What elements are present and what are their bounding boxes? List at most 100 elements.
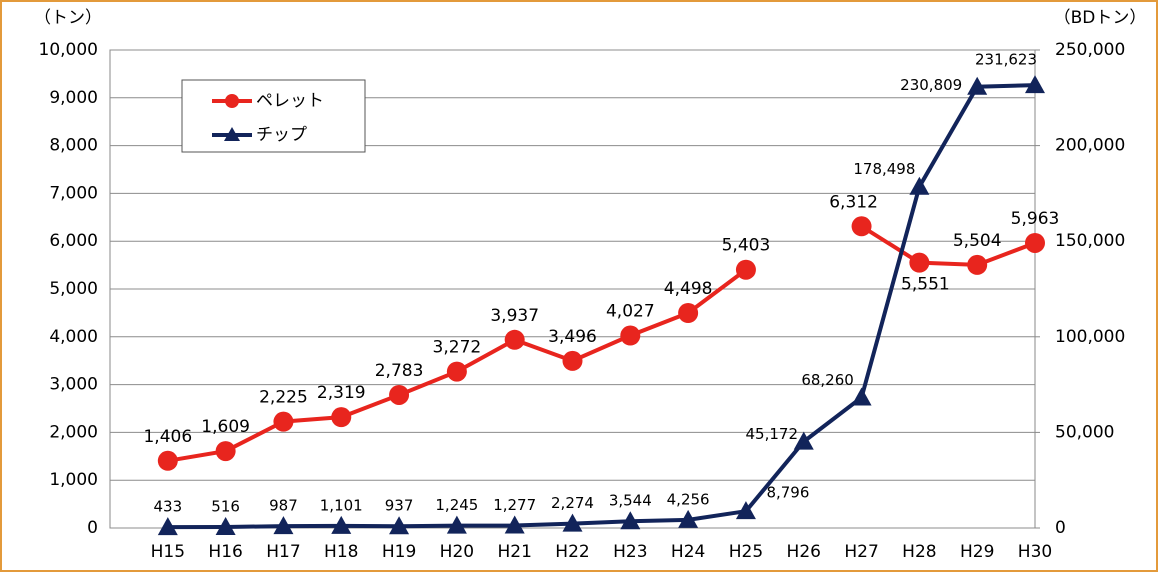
value-label: 2,274 <box>551 494 594 512</box>
value-label: 45,172 <box>746 425 799 443</box>
x-tick-label: H16 <box>208 542 242 562</box>
value-label: 2,319 <box>317 383 366 403</box>
y-tick-label: 0 <box>87 518 98 538</box>
point-marker <box>735 501 756 520</box>
value-label: 5,963 <box>1011 209 1060 229</box>
value-label: 1,101 <box>320 496 363 514</box>
value-label: 230,809 <box>900 76 962 94</box>
y2-unit-label: （BDトン） <box>1054 8 1147 28</box>
x-tick-label: H25 <box>729 542 763 562</box>
point-marker <box>562 513 583 532</box>
legend-marker <box>224 127 240 141</box>
value-label: 937 <box>385 497 414 515</box>
point-marker <box>446 515 467 534</box>
legend-label: ペレット <box>256 91 324 111</box>
value-label: 3,937 <box>490 306 539 326</box>
y-tick-label: 2,000 <box>49 422 98 442</box>
point-marker <box>967 76 988 95</box>
legend <box>181 79 366 153</box>
value-label: 8,796 <box>766 484 809 502</box>
value-label: 5,403 <box>722 236 771 256</box>
x-tick-label: H24 <box>671 542 705 562</box>
x-tick-label: H29 <box>960 542 994 562</box>
point-marker <box>157 450 178 471</box>
legend-marker <box>225 94 239 108</box>
y2-tick-label: 0 <box>1055 518 1066 538</box>
point-marker <box>1025 232 1045 253</box>
x-tick-label: H15 <box>151 542 185 562</box>
value-label: 516 <box>211 498 240 516</box>
point-marker <box>273 516 294 535</box>
y2-tick-label: 150,000 <box>1055 231 1125 251</box>
y-tick-label: 6,000 <box>49 231 98 251</box>
value-label: 4,027 <box>606 302 655 322</box>
x-tick-label: H21 <box>497 542 531 562</box>
value-label: 1,277 <box>493 496 536 514</box>
y-tick-label: 4,000 <box>49 327 98 347</box>
point-marker <box>331 407 352 428</box>
y2-tick-label: 50,000 <box>1055 422 1114 442</box>
value-label: 1,609 <box>201 417 250 437</box>
y2-tick-label: 200,000 <box>1055 136 1125 156</box>
x-tick-label: H28 <box>902 542 936 562</box>
x-tick-label: H17 <box>266 542 300 562</box>
value-label: 987 <box>269 497 298 515</box>
series-line <box>167 83 1036 530</box>
point-marker <box>735 259 756 280</box>
x-tick-label: H27 <box>844 542 878 562</box>
point-marker <box>215 441 236 462</box>
value-label: 68,260 <box>801 371 854 389</box>
series-line <box>860 224 1036 267</box>
point-marker <box>620 511 641 530</box>
value-label: 1,245 <box>435 496 478 514</box>
point-marker <box>1025 75 1045 94</box>
y-tick-label: 10,000 <box>39 40 98 60</box>
y-tick-label: 5,000 <box>49 279 98 299</box>
y-tick-label: 8,000 <box>49 136 98 156</box>
point-marker <box>562 350 583 371</box>
y-unit-label: （トン） <box>34 8 102 28</box>
point-marker <box>678 509 699 528</box>
point-marker <box>909 252 930 273</box>
x-tick-label: H22 <box>555 542 589 562</box>
y-tick-label: 3,000 <box>49 375 98 395</box>
y2-tick-label: 100,000 <box>1055 327 1125 347</box>
point-marker <box>389 516 410 535</box>
value-label: 1,406 <box>143 427 192 447</box>
y2-tick-label: 250,000 <box>1055 40 1125 60</box>
value-label: 231,623 <box>975 51 1037 69</box>
legend-label: チップ <box>256 125 307 145</box>
point-marker <box>851 387 872 406</box>
value-label: 3,272 <box>433 338 482 358</box>
value-label: 3,496 <box>548 327 597 347</box>
point-marker <box>331 515 352 534</box>
y-tick-label: 7,000 <box>49 183 98 203</box>
value-label: 5,504 <box>953 231 1002 251</box>
point-marker <box>273 411 294 432</box>
value-label: 2,783 <box>375 361 424 381</box>
point-marker <box>851 216 872 237</box>
value-label: 4,256 <box>667 490 710 508</box>
point-marker <box>967 254 988 275</box>
value-label: 3,544 <box>609 492 652 510</box>
x-tick-label: H20 <box>440 542 474 562</box>
value-label: 5,551 <box>901 275 950 295</box>
y-tick-label: 1,000 <box>49 470 98 490</box>
value-label: 2,225 <box>259 388 308 408</box>
value-label: 433 <box>153 498 182 516</box>
point-marker <box>620 325 641 346</box>
value-label: 4,498 <box>664 279 713 299</box>
point-marker <box>157 517 178 536</box>
x-tick-label: H30 <box>1018 542 1052 562</box>
y-tick-label: 9,000 <box>49 88 98 108</box>
x-tick-label: H18 <box>324 542 358 562</box>
x-tick-label: H26 <box>787 542 821 562</box>
x-tick-label: H23 <box>613 542 647 562</box>
value-label: 178,498 <box>853 160 915 178</box>
x-tick-label: H19 <box>382 542 416 562</box>
point-marker <box>215 517 236 536</box>
value-label: 6,312 <box>829 192 878 212</box>
point-marker <box>793 431 814 450</box>
point-marker <box>909 176 930 195</box>
